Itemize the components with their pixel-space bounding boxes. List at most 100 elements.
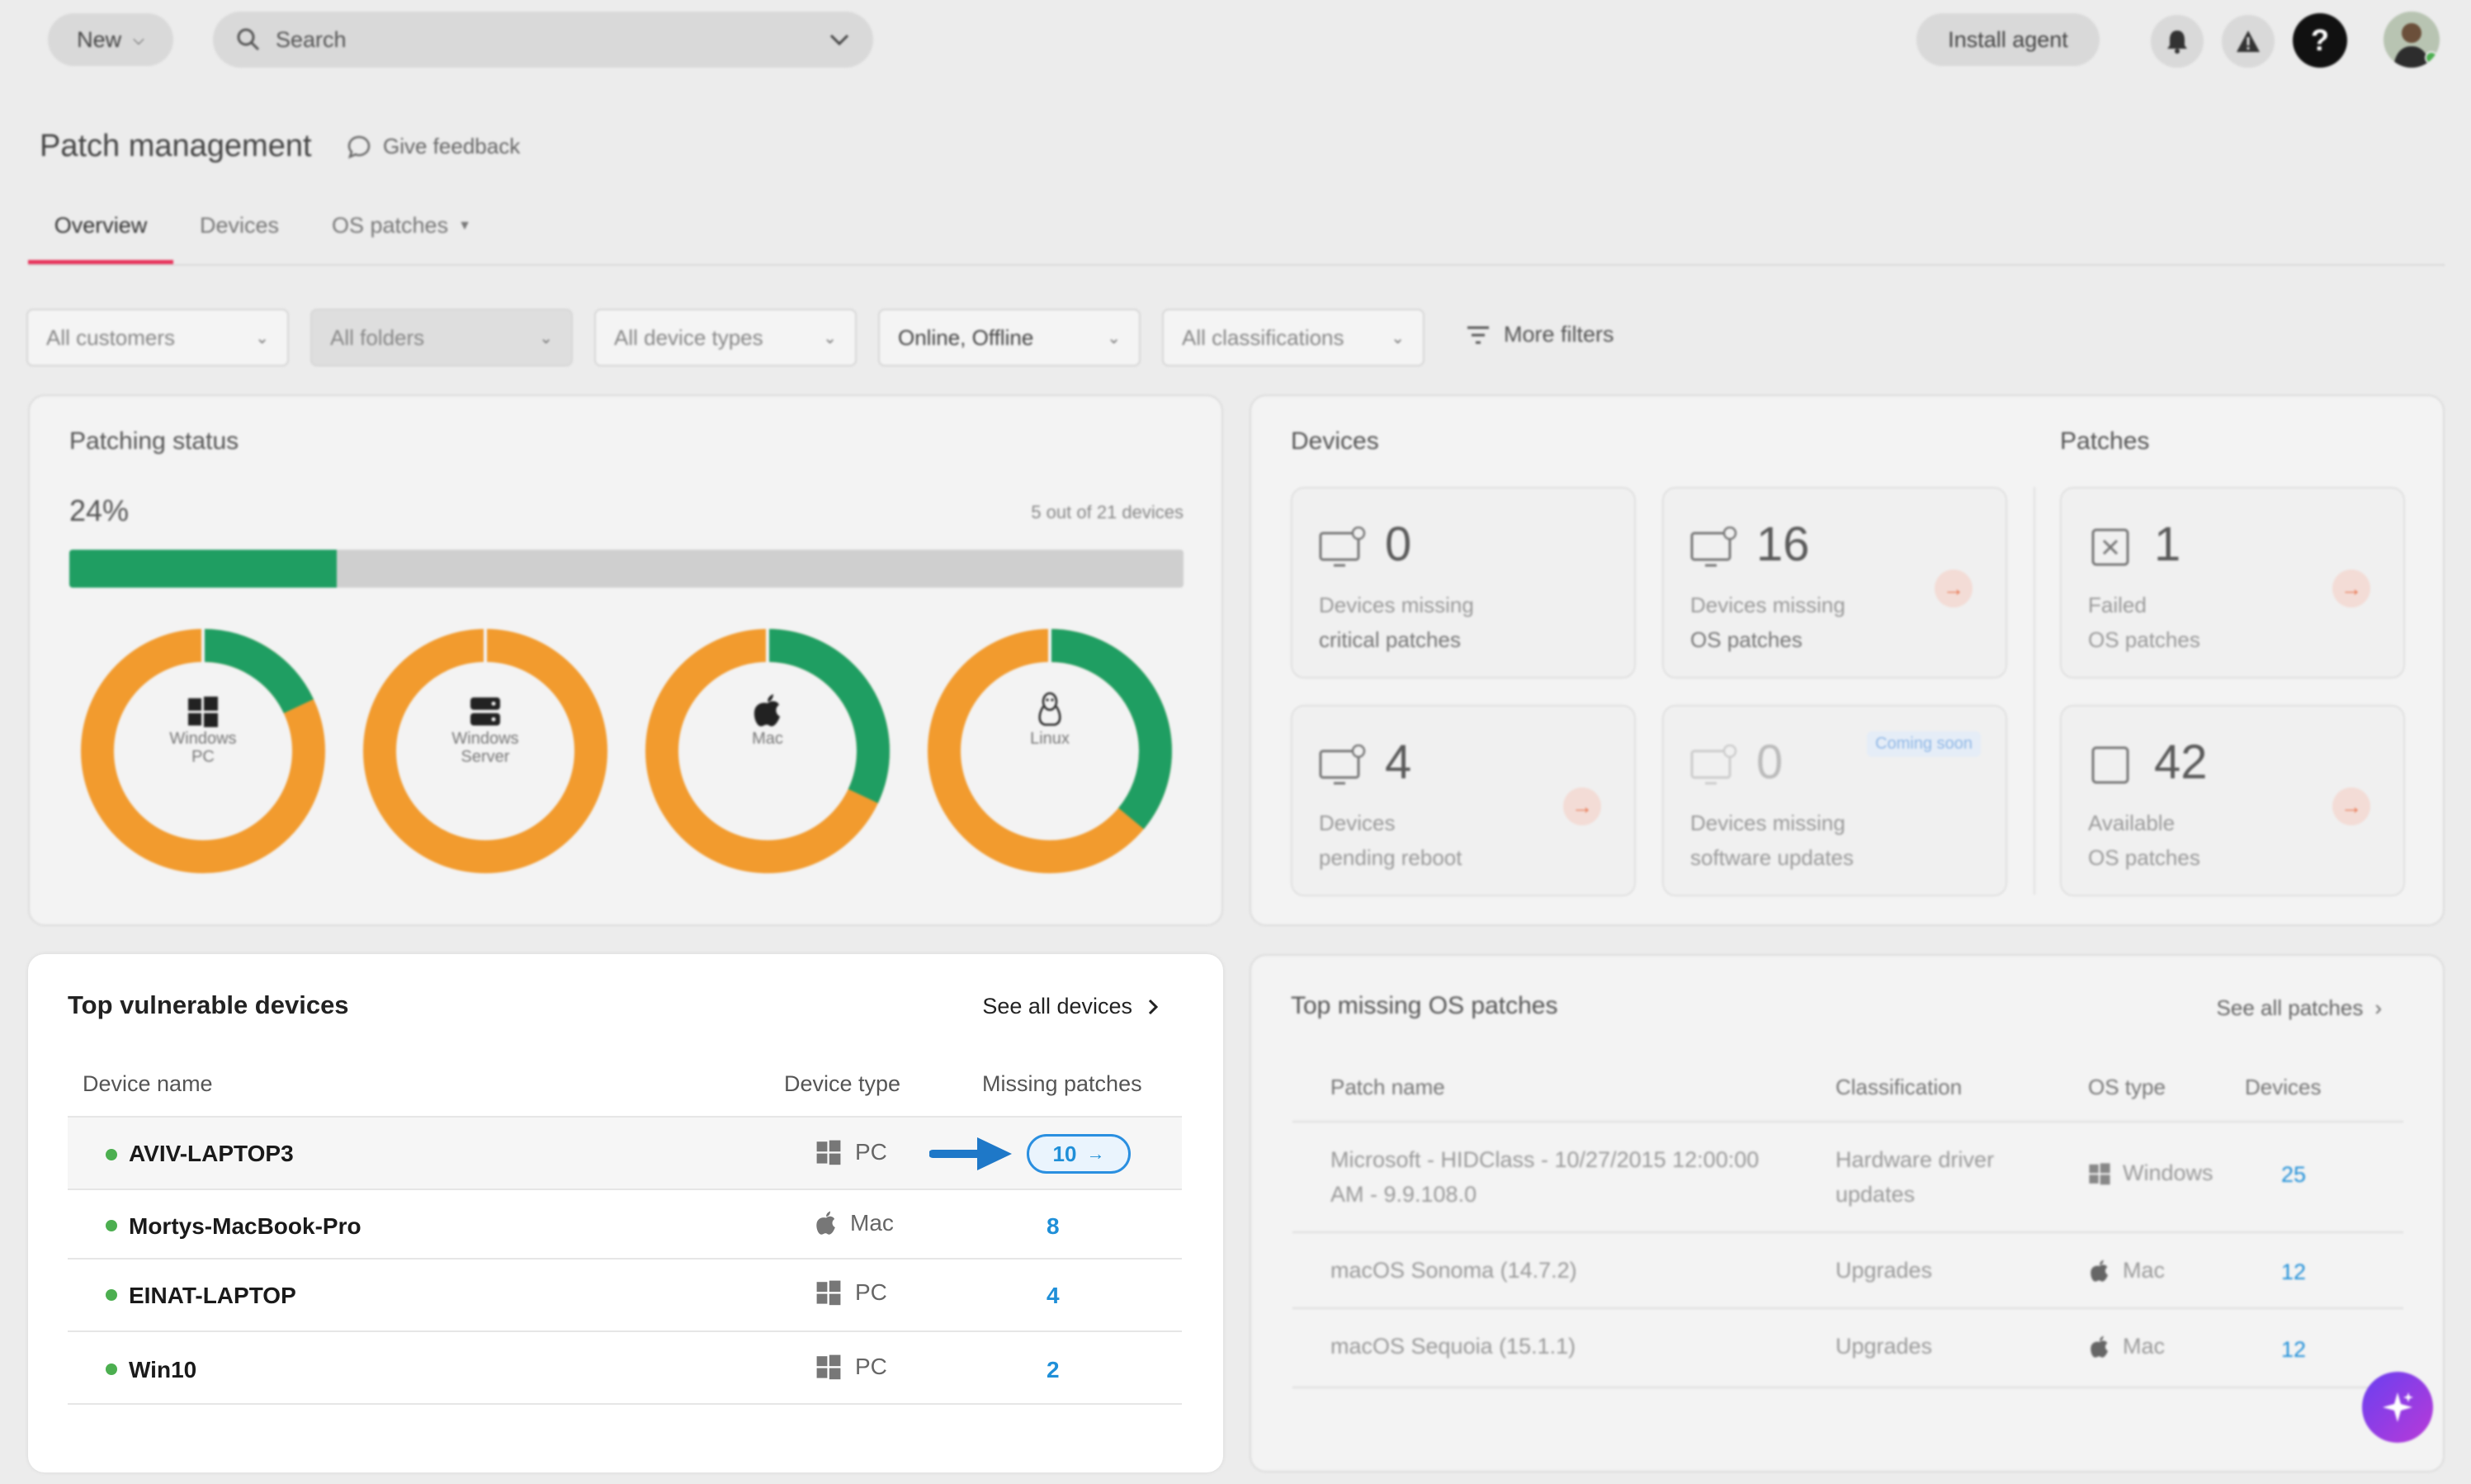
ai-assistant-button[interactable] [2362, 1372, 2433, 1443]
online-status-icon [106, 1363, 117, 1375]
warning-icon [2237, 31, 2260, 52]
online-status-icon [106, 1289, 117, 1301]
active-tab-indicator [28, 260, 173, 264]
tab-overview[interactable]: Overview [28, 213, 173, 264]
missing-patches-badge[interactable]: 10 → [1027, 1134, 1131, 1174]
monitor-reboot-icon [1319, 744, 1366, 785]
question-icon: ? [2311, 23, 2329, 57]
top-missing-patches-card: Top missing OS patches See all patches › [1250, 954, 2445, 1472]
help-button[interactable]: ? [2293, 13, 2347, 68]
table-row[interactable]: AVIV-LAPTOP3 PC 10 → [68, 1118, 1182, 1190]
devices-title: Devices [1291, 428, 1379, 455]
chevron-down-icon: ⌄ [1107, 328, 1121, 347]
folders-filter[interactable]: All folders ⌄ [310, 309, 573, 366]
stat-software-updates: 0 Devices missing software updates Coming… [1662, 705, 2007, 896]
chevron-down-icon: ⌄ [823, 328, 837, 347]
chat-bubble-icon [347, 135, 371, 158]
arrow-right-icon[interactable]: → [1935, 569, 1973, 607]
chevron-down-icon: ⌄ [1391, 328, 1405, 347]
chevron-right-icon: › [2374, 995, 2382, 1020]
windows-icon [2089, 1162, 2110, 1184]
donut-linux[interactable]: Linux [926, 627, 1174, 875]
windows-icon [816, 1280, 841, 1306]
filter-icon [1467, 326, 1489, 343]
donut-windows-server[interactable]: Windows Server [361, 627, 609, 875]
see-all-devices-link[interactable]: See all devices [982, 994, 1159, 1019]
vulnerable-title: Top vulnerable devices [68, 990, 349, 1019]
more-filters-button[interactable]: More filters [1466, 322, 1614, 347]
online-status-icon [2425, 51, 2438, 64]
patches-title: Patches [2060, 428, 2150, 455]
online-status-icon [106, 1220, 117, 1231]
table-row[interactable]: Microsoft - HIDClass - 10/27/2015 12:00:… [1292, 1122, 2403, 1233]
tab-os-patches[interactable]: OS patches ▼ [332, 213, 471, 238]
sparkle-icon [2383, 1392, 2413, 1422]
arrow-right-icon: → [1086, 1143, 1105, 1164]
table-row[interactable]: Win10 PC 2 [68, 1332, 1182, 1405]
monitor-alert-icon [1690, 527, 1737, 567]
table-row[interactable]: Mortys-MacBook-Pro Mac 8 [68, 1190, 1182, 1260]
stat-critical-patches[interactable]: 0 Devices missing critical patches [1291, 487, 1636, 678]
stat-failed-os-patches[interactable]: 1 Failed OS patches → [2060, 487, 2405, 678]
patching-status-title: Patching status [69, 428, 239, 455]
tabs-divider [28, 264, 2445, 266]
coming-soon-badge: Coming soon [1867, 731, 1981, 757]
apple-icon [816, 1211, 835, 1235]
patching-progress-fill [69, 550, 337, 588]
table-row[interactable]: EINAT-LAPTOP PC 4 [68, 1260, 1182, 1332]
donut-chart [363, 628, 607, 873]
apple-icon [754, 694, 780, 726]
device-types-filter[interactable]: All device types ⌄ [594, 309, 857, 366]
table-row[interactable]: macOS Sonoma (14.7.2) Upgrades Mac 12 [1292, 1233, 2403, 1309]
donut-mac[interactable]: Mac [644, 627, 891, 875]
notifications-button[interactable] [2151, 15, 2204, 68]
top-vulnerable-devices-card: Top vulnerable devices See all devices D… [28, 954, 1223, 1472]
windows-icon [816, 1140, 841, 1165]
donut-windows-pc[interactable]: Windows PC [79, 627, 327, 875]
header-divider [1292, 1121, 2403, 1122]
chip-failed-icon [2091, 528, 2129, 566]
chevron-right-icon [1148, 999, 1159, 1014]
see-all-patches-link[interactable]: See all patches › [2216, 995, 2382, 1020]
search-input[interactable]: Search [213, 12, 873, 68]
donut-chart [81, 628, 325, 873]
install-agent-button[interactable]: Install agent [1916, 13, 2100, 66]
bell-icon [2167, 31, 2187, 54]
patching-percent: 24% [69, 494, 130, 527]
windows-icon [816, 1354, 841, 1380]
monitor-icon [1690, 744, 1737, 785]
online-status-icon [106, 1149, 117, 1160]
table-row[interactable]: macOS Sequoia (15.1.1) Upgrades Mac 12 [1292, 1309, 2403, 1388]
status-filter[interactable]: Online, Offline ⌄ [878, 309, 1141, 366]
arrow-right-icon[interactable]: → [2332, 569, 2370, 607]
give-feedback-link[interactable]: Give feedback [347, 134, 520, 159]
devices-patches-card: Devices Patches 0 Devices missing critica… [1250, 395, 2445, 926]
arrow-right-icon[interactable]: → [2332, 787, 2370, 825]
avatar[interactable] [2384, 12, 2440, 68]
search-icon [237, 28, 260, 51]
chevron-down-icon[interactable] [829, 32, 850, 47]
section-divider [2034, 487, 2035, 895]
patching-progress-bar [69, 550, 1184, 588]
chevron-down-icon: ⌄ [539, 328, 553, 347]
stat-available-os-patches[interactable]: 42 Available OS patches → [2060, 705, 2405, 896]
chip-icon [2091, 746, 2129, 784]
alerts-button[interactable] [2222, 15, 2275, 68]
apple-icon [2091, 1335, 2108, 1358]
missing-patches-title: Top missing OS patches [1291, 992, 1558, 1019]
arrow-right-icon[interactable]: → [1563, 787, 1601, 825]
donut-chart [928, 628, 1172, 873]
stat-missing-os-patches[interactable]: 16 Devices missing OS patches → [1662, 487, 2007, 678]
new-button[interactable]: New ⌵ [48, 13, 173, 66]
tab-devices[interactable]: Devices [200, 213, 280, 238]
page-title: Patch management [40, 129, 312, 163]
server-icon [470, 697, 500, 725]
donut-chart [645, 628, 890, 873]
monitor-alert-icon [1319, 527, 1366, 567]
chevron-down-icon: ⌄ [255, 328, 269, 347]
classifications-filter[interactable]: All classifications ⌄ [1162, 309, 1424, 366]
apple-icon [2091, 1260, 2108, 1282]
stat-pending-reboot[interactable]: 4 Devices pending reboot → [1291, 705, 1636, 896]
customers-filter[interactable]: All customers ⌄ [26, 309, 289, 366]
user-avatar-icon [2393, 23, 2430, 68]
